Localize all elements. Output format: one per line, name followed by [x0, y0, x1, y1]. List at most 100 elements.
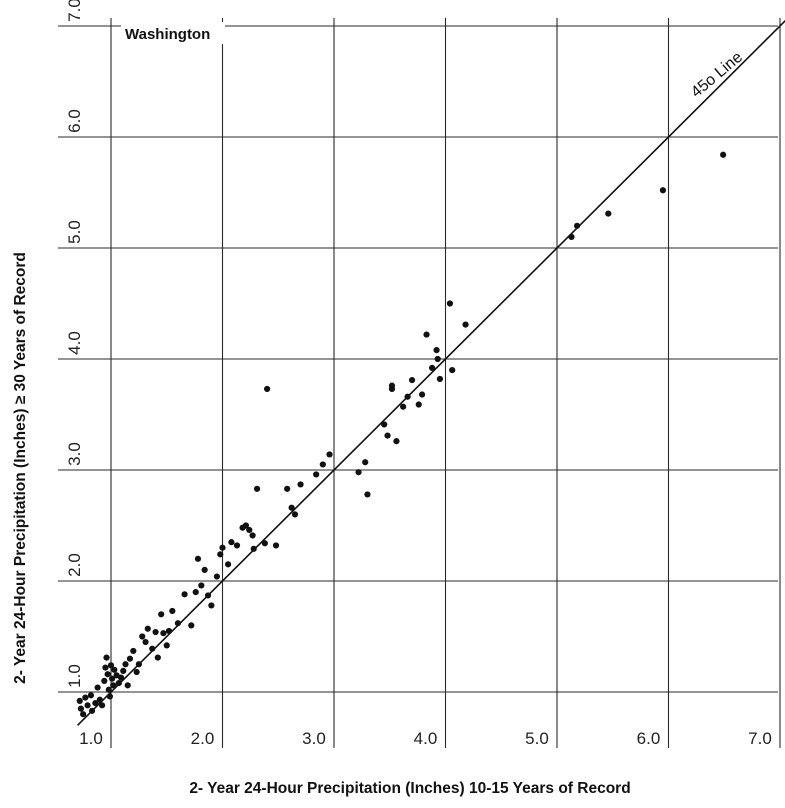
data-point [219, 544, 226, 551]
data-point [446, 300, 454, 307]
data-point [319, 461, 326, 468]
panel-label-background [121, 22, 225, 44]
data-point [253, 485, 261, 492]
data-point [242, 522, 250, 529]
y-tick-label: 4.0 [65, 331, 84, 355]
data-point [163, 642, 170, 649]
x-tick-label: 5.0 [525, 729, 549, 748]
data-point [720, 151, 727, 158]
data-point [433, 347, 440, 354]
panel-label: Washington [125, 26, 210, 43]
data-point [362, 459, 369, 466]
data-point [355, 469, 362, 476]
data-point [149, 645, 156, 652]
data-point [87, 692, 95, 699]
data-point [130, 647, 137, 655]
data-point [192, 589, 199, 596]
data-point [228, 539, 235, 546]
data-point [133, 668, 140, 676]
data-point [152, 628, 159, 636]
data-point [76, 697, 83, 704]
data-point [102, 664, 109, 671]
data-point [250, 545, 257, 552]
x-tick-label: 3.0 [302, 729, 326, 748]
y-tick-label: 1.0 [65, 664, 84, 688]
data-point [104, 671, 111, 678]
reference-line-label: 45o Line [688, 49, 746, 102]
data-point [144, 625, 151, 632]
data-point [84, 702, 91, 709]
data-point [111, 666, 118, 673]
data-points [76, 151, 727, 718]
data-point [418, 391, 426, 398]
data-point [154, 654, 161, 661]
data-point [291, 511, 299, 518]
data-point [80, 711, 87, 718]
y-tick-labels: 1.0 2.0 3.0 4.0 5.0 6.0 7.0 [65, 0, 84, 688]
y-tick-label: 7.0 [65, 0, 84, 22]
data-point [393, 438, 400, 445]
y-tick-label: 6.0 [65, 109, 84, 133]
data-point [449, 367, 456, 374]
data-point [284, 485, 291, 492]
data-point [246, 526, 253, 534]
data-point [117, 674, 125, 681]
data-point [122, 661, 129, 668]
x-tick-label: 2.0 [191, 729, 215, 748]
data-point [217, 551, 224, 558]
data-point [107, 662, 115, 669]
data-point [659, 187, 667, 194]
data-point [181, 591, 188, 598]
data-point [364, 491, 371, 498]
x-tick-label: 4.0 [414, 729, 438, 748]
data-point [605, 210, 612, 217]
data-point [224, 561, 232, 568]
data-point [404, 393, 411, 400]
data-point [384, 432, 391, 439]
data-point [142, 638, 149, 646]
data-point [264, 385, 271, 393]
data-point [135, 661, 142, 668]
y-tick-label: 3.0 [65, 442, 84, 466]
x-axis-title: 2- Year 24-Hour Precipitation (Inches) 1… [189, 780, 630, 797]
data-point [174, 620, 181, 627]
data-point [96, 696, 103, 703]
data-point [568, 233, 575, 240]
data-point [408, 376, 416, 384]
data-point [388, 385, 396, 393]
data-point [400, 403, 407, 410]
data-point [160, 630, 167, 637]
data-point [288, 504, 295, 511]
data-point [105, 686, 112, 693]
data-point [233, 542, 241, 549]
data-point [124, 682, 131, 689]
data-point [272, 542, 280, 549]
data-point [88, 707, 96, 714]
data-point [158, 611, 165, 618]
reference-line [76, 19, 785, 726]
data-point [120, 667, 127, 675]
x-tick-label: 1.0 [79, 729, 103, 748]
data-point [139, 633, 146, 640]
data-point [261, 540, 268, 547]
data-point [110, 682, 117, 689]
data-point [213, 573, 221, 580]
data-point [98, 702, 106, 709]
data-point [77, 705, 84, 712]
data-point [208, 602, 215, 609]
y-axis-title: 2- Year 24-Hour Precipitation (Inches) ≥… [12, 252, 29, 684]
data-point [381, 421, 388, 428]
data-point [194, 555, 202, 562]
data-point [103, 654, 110, 661]
data-point [313, 471, 320, 478]
data-point [297, 481, 304, 488]
data-point [188, 622, 195, 629]
data-point [198, 582, 205, 589]
data-point [115, 680, 122, 687]
y-tick-label: 2.0 [65, 553, 84, 577]
grid [58, 18, 781, 748]
data-point [423, 331, 430, 338]
data-point [415, 401, 422, 408]
data-point [126, 655, 134, 662]
